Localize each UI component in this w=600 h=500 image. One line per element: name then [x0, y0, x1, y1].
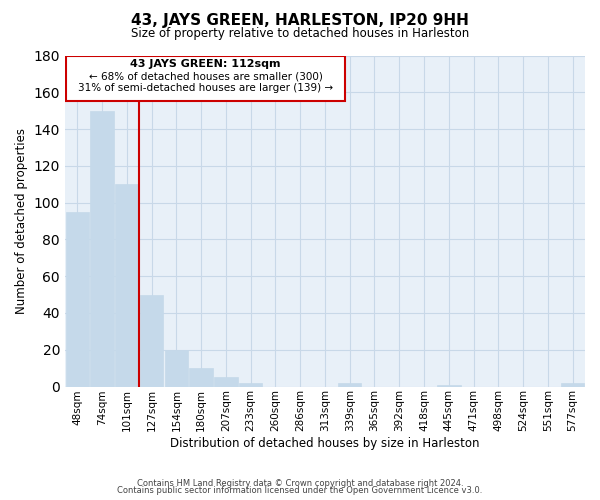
FancyBboxPatch shape	[66, 56, 345, 102]
Bar	[437, 384, 461, 386]
X-axis label: Distribution of detached houses by size in Harleston: Distribution of detached houses by size …	[170, 437, 480, 450]
Text: 43, JAYS GREEN, HARLESTON, IP20 9HH: 43, JAYS GREEN, HARLESTON, IP20 9HH	[131, 12, 469, 28]
Text: 43 JAYS GREEN: 112sqm: 43 JAYS GREEN: 112sqm	[130, 59, 281, 69]
Text: 31% of semi-detached houses are larger (139) →: 31% of semi-detached houses are larger (…	[78, 83, 333, 93]
Bar	[65, 212, 89, 386]
Bar	[91, 110, 114, 386]
Bar	[164, 350, 188, 387]
Text: Contains public sector information licensed under the Open Government Licence v3: Contains public sector information licen…	[118, 486, 482, 495]
Bar	[140, 294, 163, 386]
Text: ← 68% of detached houses are smaller (300): ← 68% of detached houses are smaller (30…	[89, 71, 322, 81]
Text: Size of property relative to detached houses in Harleston: Size of property relative to detached ho…	[131, 28, 469, 40]
Text: Contains HM Land Registry data © Crown copyright and database right 2024.: Contains HM Land Registry data © Crown c…	[137, 478, 463, 488]
Bar	[214, 378, 238, 386]
Y-axis label: Number of detached properties: Number of detached properties	[15, 128, 28, 314]
Bar	[115, 184, 139, 386]
Bar	[190, 368, 213, 386]
Bar	[561, 383, 584, 386]
Bar	[239, 383, 262, 386]
Bar	[338, 383, 361, 386]
